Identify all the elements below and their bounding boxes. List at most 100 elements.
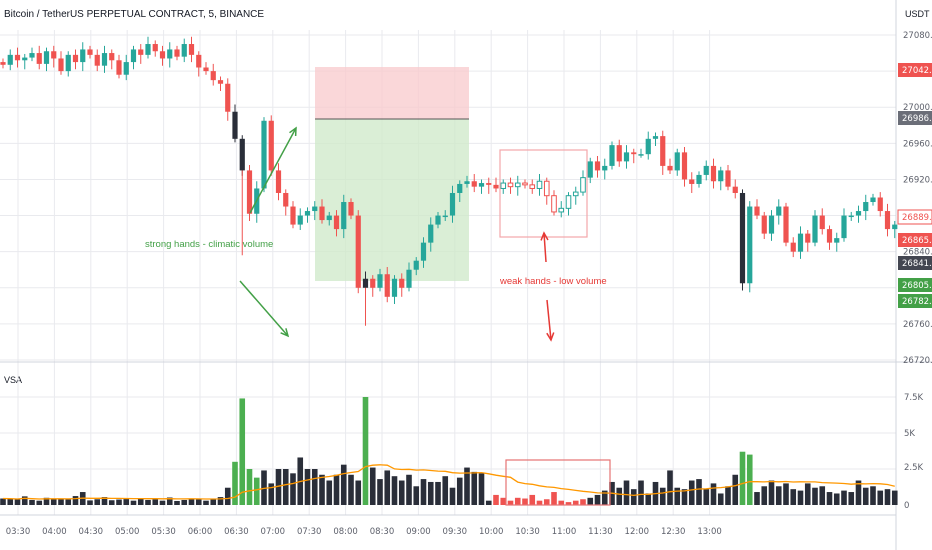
price-label-bg xyxy=(898,233,932,247)
price-label-bg xyxy=(898,294,932,308)
volume-bar xyxy=(761,486,768,505)
price-label-text: 27042.6 xyxy=(902,66,932,76)
time-tick-label: 12:00 xyxy=(625,527,650,537)
candle-body xyxy=(623,152,630,162)
volume-bar xyxy=(746,454,753,505)
candle-body xyxy=(377,274,383,288)
candle-body xyxy=(65,54,71,72)
volume-bar xyxy=(710,483,717,505)
candle-body xyxy=(384,274,390,297)
volume-bar xyxy=(812,487,818,505)
volume-tick-label: 0 xyxy=(904,501,909,511)
volume-bar xyxy=(181,499,188,505)
indicator-title[interactable]: VSA xyxy=(4,375,23,385)
volume-bar xyxy=(514,497,521,505)
candle-body xyxy=(449,192,456,216)
symbol-title[interactable]: Bitcoin / TetherUS PERPETUAL CONTRACT, 5… xyxy=(4,9,265,20)
candle-body xyxy=(152,44,158,52)
volume-bar xyxy=(855,480,862,505)
volume-bar xyxy=(536,500,543,505)
volume-bar xyxy=(862,487,869,505)
volume-bar xyxy=(790,489,797,505)
candle-body xyxy=(739,192,746,284)
volume-bar xyxy=(826,492,833,505)
volume-ma-line xyxy=(2,464,895,500)
candle-body xyxy=(776,206,782,216)
price-label: 26782.2 xyxy=(898,294,932,308)
candle-body xyxy=(848,215,854,218)
volume-bar xyxy=(551,492,557,505)
candle-body xyxy=(834,238,840,243)
candle-body xyxy=(457,183,463,193)
volume-bar xyxy=(145,499,151,505)
time-tick-label: 05:30 xyxy=(151,527,176,537)
strong-down-arrow xyxy=(239,280,289,337)
candle-body xyxy=(674,152,680,171)
volume-bar xyxy=(65,499,72,505)
candle-body xyxy=(225,83,231,112)
candle-body xyxy=(36,53,42,64)
volume-bar xyxy=(123,499,130,505)
candle-body xyxy=(319,206,325,221)
volume-bar xyxy=(246,469,253,505)
time-tick-label: 05:00 xyxy=(115,527,140,537)
candle-body xyxy=(181,44,187,57)
price-label: 27042.6 xyxy=(898,63,932,77)
candle-body xyxy=(268,120,274,171)
candle-body xyxy=(442,215,448,218)
price-label-bg xyxy=(898,256,932,270)
volume-bar xyxy=(587,497,594,505)
volume-tick-label: 5K xyxy=(904,429,915,439)
price-tick-label: 27000.0 xyxy=(903,103,932,113)
candle-body xyxy=(660,136,666,166)
volume-bar xyxy=(188,498,195,505)
candle-body xyxy=(783,206,789,243)
candle-body xyxy=(297,215,303,225)
candle-body xyxy=(768,215,775,234)
candle-body xyxy=(718,170,724,182)
strong-up-arrow-head xyxy=(289,126,297,137)
weak-down-arrow xyxy=(546,299,552,341)
candle-body xyxy=(174,49,180,57)
volume-bar xyxy=(442,476,449,505)
volume-bar xyxy=(210,499,217,505)
candle-body xyxy=(435,215,441,225)
candle-body xyxy=(819,215,825,230)
volume-bar xyxy=(884,489,891,505)
candle-body xyxy=(283,192,289,207)
weak-up-arrow xyxy=(543,232,547,263)
time-tick-label: 10:30 xyxy=(515,527,540,537)
price-label-bg xyxy=(898,278,932,292)
volume-bar xyxy=(362,397,369,505)
candle-body xyxy=(522,182,528,186)
volume-bar xyxy=(449,487,456,505)
volume-bar xyxy=(232,461,238,505)
volume-bar xyxy=(152,499,159,505)
price-label-text: 26782.2 xyxy=(902,297,932,307)
volume-bar xyxy=(841,490,847,505)
price-label: 26889.4 xyxy=(897,209,932,225)
time-tick-label: 07:00 xyxy=(261,527,286,537)
volume-bar xyxy=(891,490,898,505)
candle-body xyxy=(652,136,659,139)
candle-body xyxy=(500,182,507,189)
volume-bar xyxy=(340,464,347,505)
volume-bar xyxy=(493,494,499,505)
volume-bar xyxy=(398,480,405,505)
volume-tick-label: 7.5K xyxy=(904,393,924,403)
candle-body xyxy=(805,233,811,243)
candle-body xyxy=(326,215,332,221)
candle-body xyxy=(355,215,361,288)
volume-bar xyxy=(319,474,325,505)
candle-body xyxy=(145,44,151,55)
weak-up-arrow-head xyxy=(540,231,549,241)
volume-bar xyxy=(72,496,79,505)
candle-body xyxy=(884,211,891,230)
candle-body xyxy=(696,174,702,184)
volume-bar xyxy=(870,486,876,505)
volume-tick-label: 2.5K xyxy=(904,463,924,473)
candle-body xyxy=(855,211,862,216)
strong-hands-annotation: strong hands - climatic volume xyxy=(145,239,273,250)
volume-bar xyxy=(783,483,789,505)
